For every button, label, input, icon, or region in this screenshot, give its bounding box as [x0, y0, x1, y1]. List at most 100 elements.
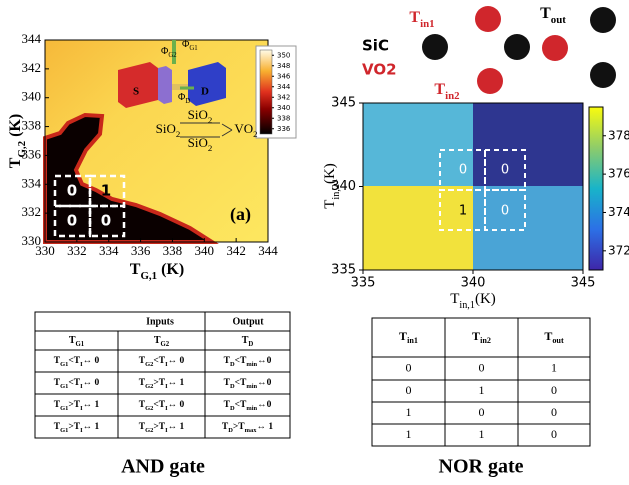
y-tick-label: 340: [331, 179, 356, 194]
text-part: G,2: [16, 141, 28, 158]
oxide-link: [221, 123, 233, 131]
table-cell: TD<Tmin↔0: [224, 400, 272, 412]
text-part: I: [80, 405, 83, 412]
group-header: Output: [232, 316, 264, 327]
text-part: ↔ 0: [168, 400, 185, 410]
text-part: >T: [68, 400, 80, 410]
colorbar-label: 346: [277, 72, 291, 80]
sic-node: [590, 62, 616, 88]
text-part: VO: [234, 121, 253, 136]
text-part: ↔ 1: [256, 422, 273, 432]
text-part: T: [222, 422, 229, 432]
oxide-label: VO2: [234, 121, 257, 139]
caption: NOR gate: [439, 456, 524, 478]
text-part: T: [54, 356, 61, 366]
text-part: ↔ 1: [168, 378, 185, 388]
colorbar-label: 342: [277, 93, 290, 101]
text-part: <T: [153, 356, 165, 366]
cell-label: 0: [459, 163, 467, 178]
x-axis-label: Tin,1(K): [450, 291, 496, 310]
table-cell: 1: [551, 360, 557, 374]
cell-label: 0: [501, 204, 509, 219]
text-part: Φ: [161, 46, 168, 57]
sic-node: [590, 7, 616, 33]
text-part: SiO: [188, 135, 208, 150]
text-part: G1: [60, 405, 68, 412]
column-header: TG2: [154, 335, 170, 348]
text-part: T: [540, 5, 551, 22]
x-tick-label: 340: [461, 276, 486, 291]
drain-block: [188, 62, 226, 106]
cell-label: 1: [459, 204, 467, 219]
text-part: max: [245, 427, 258, 434]
text-part: in2: [445, 90, 460, 102]
sic-node: [422, 34, 448, 60]
text-part: D: [230, 405, 235, 412]
x-tick-label: 330: [35, 243, 55, 258]
left-heatmap: [43, 39, 297, 244]
text-part: ↔ 1: [83, 400, 100, 410]
text-part: <T: [68, 378, 80, 388]
table-frame: [371, 317, 591, 447]
colorbar-label: 374: [608, 205, 629, 219]
table-cell: 1: [406, 405, 412, 419]
cell-box: [88, 204, 126, 238]
text-part: in2: [480, 336, 491, 345]
column-header: TG1: [69, 335, 85, 348]
text-part: T: [7, 157, 24, 168]
group-header: Inputs: [146, 316, 174, 327]
text-part: min: [246, 361, 257, 368]
column-header: Tin1: [399, 329, 418, 346]
cell-label: 1: [101, 182, 111, 200]
text-part: SiO: [156, 121, 176, 136]
text-part: T: [54, 400, 61, 410]
text-part: out: [551, 14, 566, 26]
colorbar-label: 340: [277, 104, 290, 112]
table-cell: TG2<TI↔ 0: [139, 400, 185, 412]
column-header: Tout: [544, 329, 564, 346]
column-header: Tin2: [472, 329, 491, 346]
text-part: ↔ 1: [83, 422, 100, 432]
text-part: G1: [60, 383, 68, 390]
text-part: G2: [168, 52, 177, 59]
vo2-node: [542, 35, 568, 61]
text-part: D: [228, 427, 233, 434]
text-part: (K): [7, 114, 24, 141]
text-part: T: [224, 356, 231, 366]
oxide-label: SiO2: [188, 135, 213, 153]
table-cell: 1: [479, 383, 485, 397]
text-part: T: [544, 329, 552, 343]
text-part: ↔0: [257, 400, 272, 410]
table-cell: TG2<TI↔ 0: [139, 356, 185, 368]
table-cell: 0: [406, 360, 412, 374]
cell-label: 0: [67, 212, 77, 230]
table-cell: 0: [551, 383, 557, 397]
cell-box: [88, 174, 126, 208]
colorbar-label: 344: [277, 83, 291, 91]
y-axis-label: TG,2 (K): [7, 114, 28, 168]
source-label: S: [133, 86, 139, 98]
quadrant: [473, 186, 583, 270]
table-cell: TG2>TI↔ 1: [139, 422, 185, 434]
text-part: G2: [145, 405, 153, 412]
table-cell: TG2>TI↔ 1: [139, 378, 185, 390]
colorbar-label: 336: [277, 125, 291, 133]
text-part: T: [224, 378, 231, 388]
legend-vo2: VO2: [362, 61, 397, 79]
flux-label: ΦG2: [161, 46, 177, 59]
plot-frame: [44, 39, 269, 243]
sic-node: [504, 34, 530, 60]
text-part: <T: [235, 400, 247, 410]
table-cell: TG1>TI↔ 1: [54, 422, 100, 434]
text-part: T: [139, 400, 146, 410]
panel-label: (a): [230, 204, 251, 225]
source-block: [118, 62, 158, 108]
x-tick-label: 340: [195, 243, 215, 258]
text-part: D: [230, 383, 235, 390]
text-part: >T: [153, 378, 165, 388]
table-cell: 0: [406, 383, 412, 397]
x-tick-label: 338: [163, 243, 183, 258]
text-part: >T: [68, 422, 80, 432]
y-tick-label: 330: [22, 233, 42, 248]
text-part: <T: [68, 356, 80, 366]
